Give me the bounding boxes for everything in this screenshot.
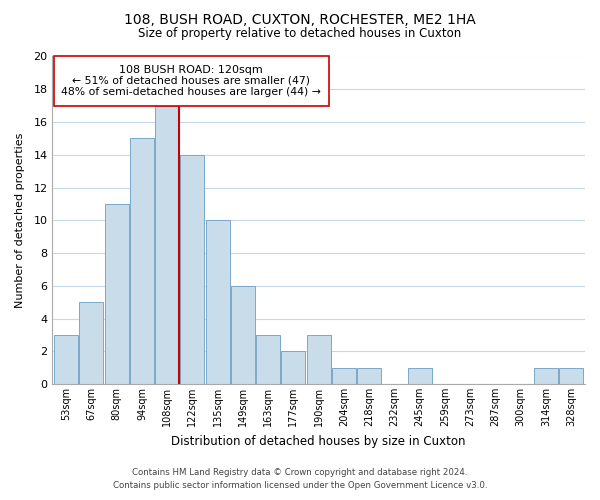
Bar	[559, 368, 583, 384]
Bar	[155, 106, 179, 384]
Bar	[79, 302, 103, 384]
Bar	[231, 286, 255, 384]
Bar	[407, 368, 431, 384]
FancyBboxPatch shape	[53, 56, 329, 106]
X-axis label: Distribution of detached houses by size in Cuxton: Distribution of detached houses by size …	[172, 434, 466, 448]
Bar	[281, 352, 305, 384]
Bar	[357, 368, 381, 384]
Bar	[181, 155, 205, 384]
Bar	[105, 204, 128, 384]
Bar	[130, 138, 154, 384]
Bar	[332, 368, 356, 384]
Bar	[206, 220, 230, 384]
Bar	[54, 335, 78, 384]
Text: Contains HM Land Registry data © Crown copyright and database right 2024.
Contai: Contains HM Land Registry data © Crown c…	[113, 468, 487, 490]
Bar	[256, 335, 280, 384]
Text: Size of property relative to detached houses in Cuxton: Size of property relative to detached ho…	[139, 28, 461, 40]
Bar	[307, 335, 331, 384]
Text: ← 51% of detached houses are smaller (47): ← 51% of detached houses are smaller (47…	[72, 76, 310, 86]
Bar	[534, 368, 558, 384]
Text: 108 BUSH ROAD: 120sqm: 108 BUSH ROAD: 120sqm	[119, 64, 263, 74]
Y-axis label: Number of detached properties: Number of detached properties	[15, 132, 25, 308]
Text: 48% of semi-detached houses are larger (44) →: 48% of semi-detached houses are larger (…	[61, 87, 321, 97]
Text: 108, BUSH ROAD, CUXTON, ROCHESTER, ME2 1HA: 108, BUSH ROAD, CUXTON, ROCHESTER, ME2 1…	[124, 12, 476, 26]
